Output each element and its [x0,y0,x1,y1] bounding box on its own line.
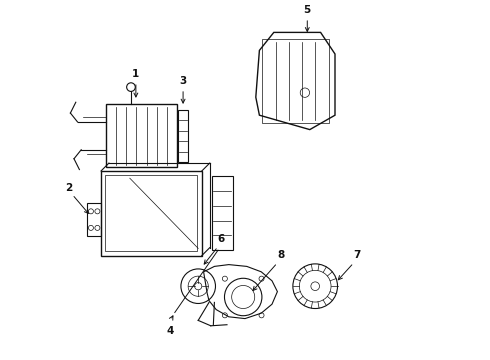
Text: 8: 8 [277,250,285,260]
Text: 3: 3 [179,76,187,86]
Text: 7: 7 [354,250,361,260]
Text: 1: 1 [132,69,140,79]
Bar [178,110,188,162]
Text: 4: 4 [167,326,174,336]
Bar [101,171,202,256]
Bar [212,176,233,250]
Bar [87,203,101,236]
Bar [106,104,176,167]
Bar [105,175,197,251]
Bar [262,39,328,123]
Text: 2: 2 [65,183,72,193]
Text: 5: 5 [304,5,311,15]
Text: 6: 6 [217,234,224,244]
